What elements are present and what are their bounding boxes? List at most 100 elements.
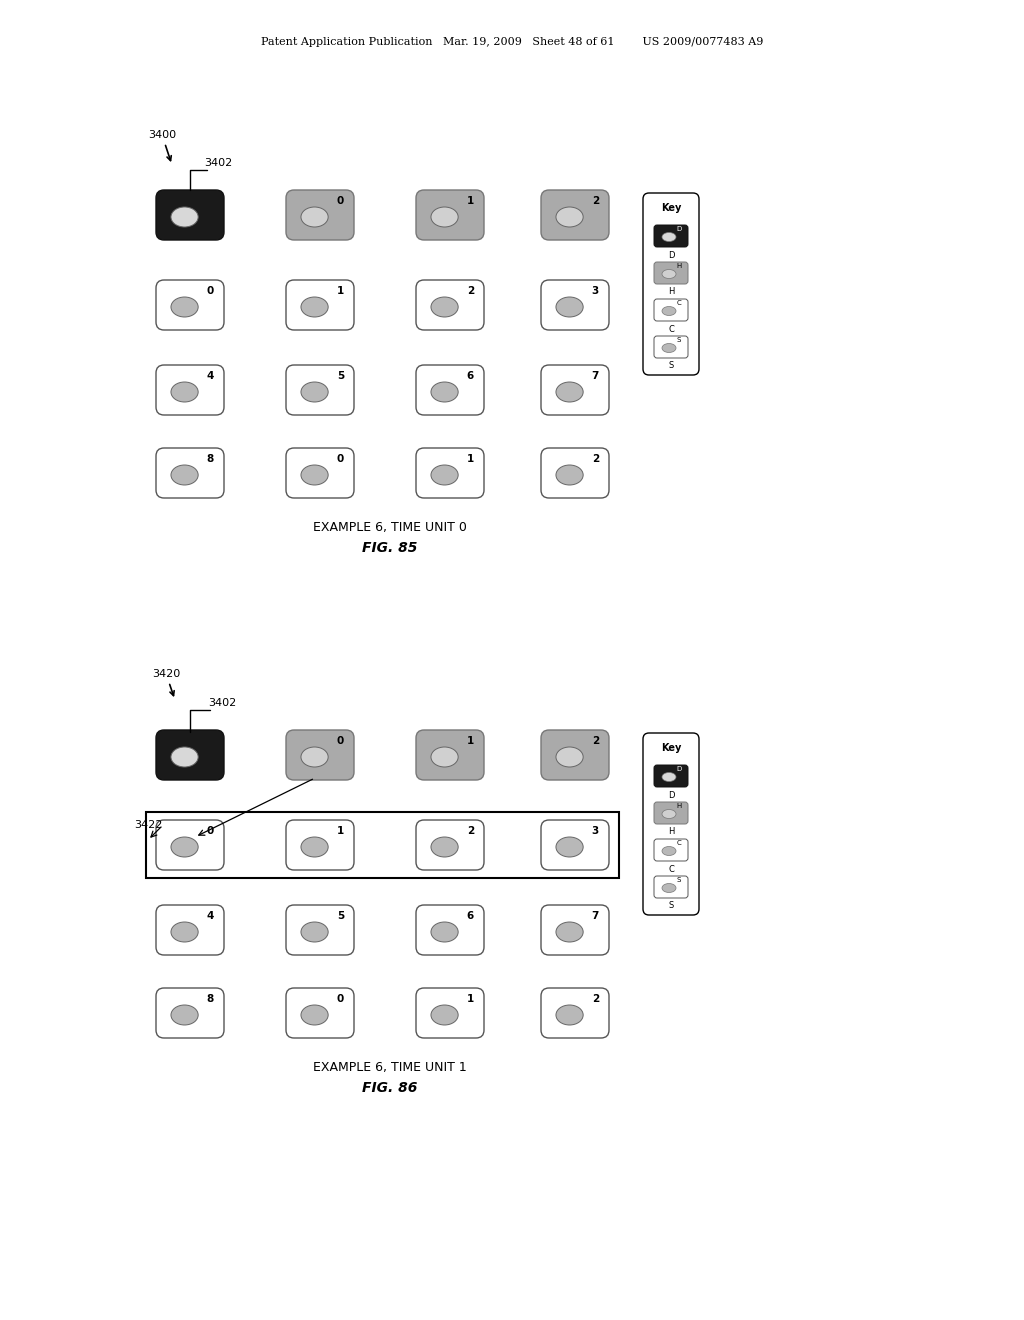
Ellipse shape <box>301 921 328 942</box>
Text: C: C <box>677 840 681 846</box>
Text: 7: 7 <box>592 371 599 381</box>
FancyBboxPatch shape <box>156 987 224 1038</box>
Text: Key: Key <box>660 203 681 213</box>
FancyBboxPatch shape <box>654 840 688 861</box>
Text: C: C <box>668 865 674 874</box>
FancyBboxPatch shape <box>416 820 484 870</box>
Text: 0: 0 <box>337 454 344 465</box>
FancyBboxPatch shape <box>416 366 484 414</box>
FancyBboxPatch shape <box>654 337 688 358</box>
Text: 1: 1 <box>337 286 344 296</box>
Ellipse shape <box>171 207 199 227</box>
FancyBboxPatch shape <box>541 366 609 414</box>
Text: 1: 1 <box>467 737 474 746</box>
Text: S: S <box>677 876 681 883</box>
Text: H: H <box>668 828 674 837</box>
FancyBboxPatch shape <box>416 447 484 498</box>
FancyBboxPatch shape <box>286 280 354 330</box>
FancyBboxPatch shape <box>156 906 224 954</box>
Ellipse shape <box>171 921 199 942</box>
FancyBboxPatch shape <box>286 987 354 1038</box>
FancyBboxPatch shape <box>654 766 688 787</box>
Ellipse shape <box>662 343 676 352</box>
Ellipse shape <box>662 772 676 781</box>
Ellipse shape <box>556 837 583 857</box>
Text: 4: 4 <box>207 371 214 381</box>
Text: 5: 5 <box>337 911 344 921</box>
FancyBboxPatch shape <box>156 280 224 330</box>
Text: Patent Application Publication   Mar. 19, 2009   Sheet 48 of 61        US 2009/0: Patent Application Publication Mar. 19, … <box>261 37 763 48</box>
Ellipse shape <box>431 297 458 317</box>
Text: 8: 8 <box>207 454 214 465</box>
Text: 0: 0 <box>337 195 344 206</box>
FancyBboxPatch shape <box>416 987 484 1038</box>
Text: 2: 2 <box>592 195 599 206</box>
Ellipse shape <box>662 846 676 855</box>
Text: FIG. 85: FIG. 85 <box>362 541 418 554</box>
Text: 0: 0 <box>207 826 214 836</box>
Text: 3: 3 <box>592 826 599 836</box>
Text: 1: 1 <box>467 195 474 206</box>
Text: EXAMPLE 6, TIME UNIT 1: EXAMPLE 6, TIME UNIT 1 <box>313 1061 467 1074</box>
Text: 3402: 3402 <box>208 698 237 708</box>
Ellipse shape <box>171 297 199 317</box>
Ellipse shape <box>301 837 328 857</box>
Ellipse shape <box>171 747 199 767</box>
Ellipse shape <box>556 381 583 403</box>
FancyBboxPatch shape <box>156 366 224 414</box>
Text: 1: 1 <box>467 994 474 1005</box>
Text: H: H <box>677 263 682 269</box>
FancyBboxPatch shape <box>541 447 609 498</box>
Ellipse shape <box>556 1005 583 1026</box>
FancyBboxPatch shape <box>286 447 354 498</box>
FancyBboxPatch shape <box>541 987 609 1038</box>
Text: 2: 2 <box>592 994 599 1005</box>
Ellipse shape <box>556 921 583 942</box>
FancyBboxPatch shape <box>654 876 688 898</box>
FancyBboxPatch shape <box>541 280 609 330</box>
FancyBboxPatch shape <box>286 820 354 870</box>
Text: 6: 6 <box>467 371 474 381</box>
Text: Key: Key <box>660 743 681 752</box>
Text: 6: 6 <box>467 911 474 921</box>
Ellipse shape <box>662 809 676 818</box>
Text: D: D <box>668 251 674 260</box>
Ellipse shape <box>301 381 328 403</box>
FancyBboxPatch shape <box>654 803 688 824</box>
Text: S: S <box>677 337 681 343</box>
Ellipse shape <box>431 747 458 767</box>
FancyBboxPatch shape <box>286 366 354 414</box>
Text: C: C <box>668 325 674 334</box>
Text: 4: 4 <box>207 911 214 921</box>
Text: 0: 0 <box>337 994 344 1005</box>
FancyBboxPatch shape <box>416 906 484 954</box>
Text: FIG. 86: FIG. 86 <box>362 1081 418 1096</box>
Text: D: D <box>677 226 682 232</box>
Text: S: S <box>669 902 674 911</box>
Text: 2: 2 <box>592 454 599 465</box>
FancyBboxPatch shape <box>156 447 224 498</box>
Text: 2: 2 <box>467 826 474 836</box>
Text: 3420: 3420 <box>152 669 180 696</box>
Text: 3: 3 <box>592 286 599 296</box>
Ellipse shape <box>556 747 583 767</box>
Ellipse shape <box>431 465 458 484</box>
FancyBboxPatch shape <box>286 906 354 954</box>
Ellipse shape <box>431 381 458 403</box>
Text: 1: 1 <box>337 826 344 836</box>
Ellipse shape <box>662 232 676 242</box>
Text: H: H <box>677 803 682 809</box>
FancyBboxPatch shape <box>156 190 224 240</box>
Text: D: D <box>668 791 674 800</box>
FancyBboxPatch shape <box>416 190 484 240</box>
Text: 2: 2 <box>592 737 599 746</box>
Ellipse shape <box>431 837 458 857</box>
Text: 1: 1 <box>467 454 474 465</box>
Ellipse shape <box>171 465 199 484</box>
FancyBboxPatch shape <box>156 730 224 780</box>
Text: 3402: 3402 <box>204 158 232 168</box>
Text: D: D <box>677 766 682 772</box>
Ellipse shape <box>662 883 676 892</box>
FancyBboxPatch shape <box>416 730 484 780</box>
Text: H: H <box>668 288 674 297</box>
